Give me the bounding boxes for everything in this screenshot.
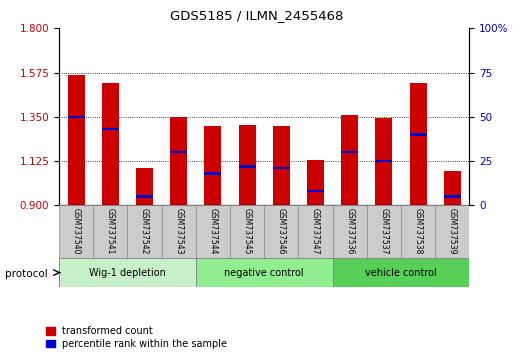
Bar xyxy=(68,116,85,118)
Bar xyxy=(367,205,401,258)
Text: GSM737536: GSM737536 xyxy=(345,208,354,255)
Text: GSM737542: GSM737542 xyxy=(140,208,149,255)
Text: GSM737544: GSM737544 xyxy=(208,208,218,255)
Bar xyxy=(299,205,332,258)
Bar xyxy=(102,128,119,130)
Bar xyxy=(409,133,427,136)
Bar xyxy=(239,125,255,205)
Text: GSM737540: GSM737540 xyxy=(72,208,81,255)
Bar xyxy=(136,168,153,205)
Bar xyxy=(170,117,187,205)
Bar xyxy=(170,151,187,153)
Bar xyxy=(196,258,332,287)
Bar xyxy=(239,165,255,167)
Text: vehicle control: vehicle control xyxy=(365,268,437,278)
Text: GDS5185 / ILMN_2455468: GDS5185 / ILMN_2455468 xyxy=(170,9,343,22)
Bar xyxy=(59,258,196,287)
Text: Wig-1 depletion: Wig-1 depletion xyxy=(89,268,166,278)
Text: GSM737547: GSM737547 xyxy=(311,208,320,255)
Text: GSM737543: GSM737543 xyxy=(174,208,183,255)
Bar xyxy=(376,118,392,205)
Bar xyxy=(204,172,222,175)
Bar xyxy=(444,171,461,205)
Bar xyxy=(401,205,435,258)
Bar xyxy=(341,115,358,205)
Bar xyxy=(341,151,358,153)
Bar xyxy=(59,205,93,258)
Bar xyxy=(68,75,85,205)
Text: negative control: negative control xyxy=(224,268,304,278)
Bar xyxy=(409,84,427,205)
Bar xyxy=(332,258,469,287)
Bar xyxy=(162,205,196,258)
Bar xyxy=(273,167,290,169)
Text: GSM737541: GSM737541 xyxy=(106,208,115,255)
Bar xyxy=(435,205,469,258)
Bar xyxy=(93,205,127,258)
Bar xyxy=(307,190,324,192)
Bar xyxy=(196,205,230,258)
Bar xyxy=(127,205,162,258)
Bar xyxy=(332,205,367,258)
Bar xyxy=(376,160,392,162)
Bar xyxy=(204,126,222,205)
Text: GSM737546: GSM737546 xyxy=(277,208,286,255)
Text: protocol: protocol xyxy=(5,269,48,279)
Bar xyxy=(136,195,153,198)
Text: GSM737539: GSM737539 xyxy=(448,208,457,255)
Bar xyxy=(273,126,290,205)
Bar xyxy=(230,205,264,258)
Text: GSM737545: GSM737545 xyxy=(243,208,251,255)
Legend: transformed count, percentile rank within the sample: transformed count, percentile rank withi… xyxy=(46,326,227,349)
Bar xyxy=(102,84,119,205)
Text: GSM737538: GSM737538 xyxy=(413,208,423,255)
Bar xyxy=(444,195,461,198)
Bar xyxy=(307,160,324,205)
Text: GSM737537: GSM737537 xyxy=(380,208,388,255)
Bar xyxy=(264,205,299,258)
